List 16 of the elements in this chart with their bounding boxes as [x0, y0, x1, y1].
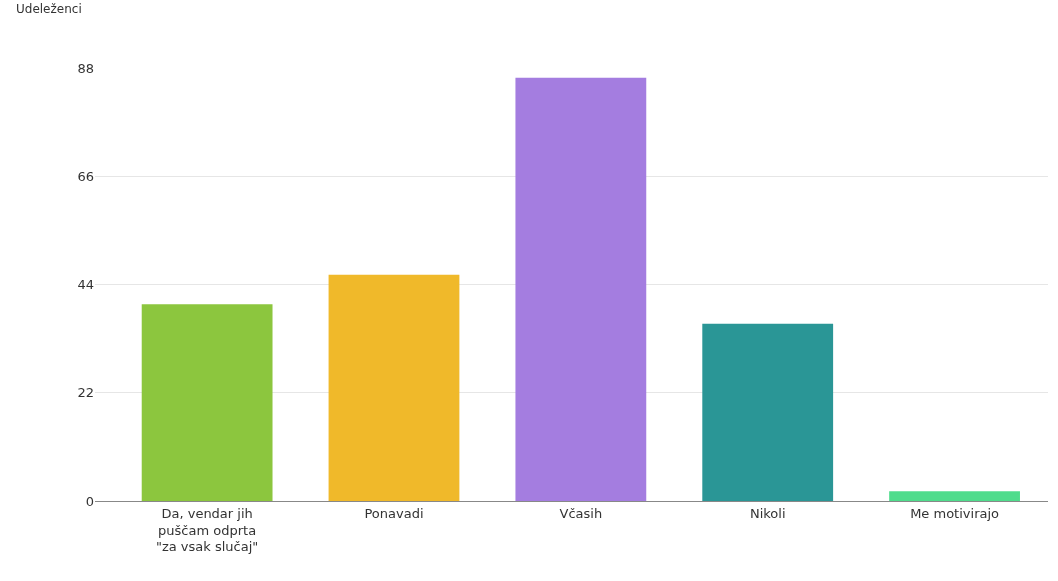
- bar: [889, 491, 1020, 501]
- x-tick-label: Me motivirajo: [910, 505, 1000, 521]
- x-tick-label: Nikoli: [749, 505, 786, 521]
- x-tick-label: Ponavadi: [364, 505, 424, 521]
- y-axis-title: Udeleženci: [16, 2, 82, 16]
- bar: [702, 323, 834, 501]
- y-tick-label: 88: [77, 60, 94, 76]
- x-tick-label: Včasih: [559, 505, 603, 521]
- bar: [328, 274, 460, 501]
- bar: [141, 304, 273, 501]
- bar: [515, 77, 647, 501]
- y-tick-label: 0: [85, 493, 94, 509]
- x-tick-label: Da, vendar jih puščam odprta "za vsak slučaj": [155, 505, 259, 555]
- y-tick-label: 66: [77, 168, 94, 184]
- y-tick-label: 44: [77, 277, 94, 293]
- y-tick-label: 22: [77, 385, 94, 401]
